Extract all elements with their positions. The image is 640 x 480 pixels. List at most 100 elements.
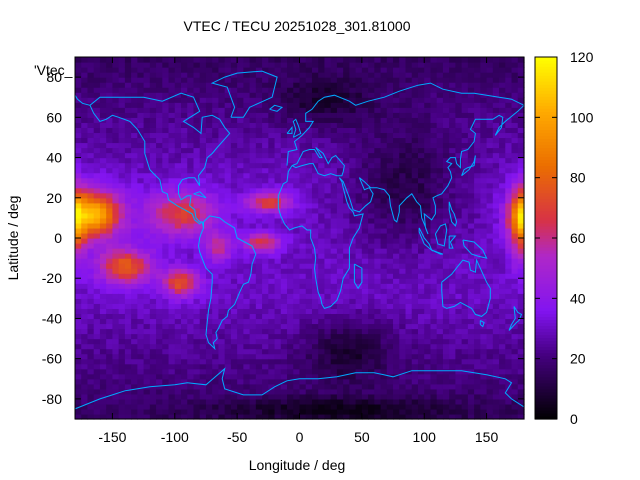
vtec-cell: [480, 278, 488, 284]
vtec-cell: [355, 238, 363, 244]
vtec-cell: [249, 222, 257, 229]
vtec-cell: [492, 368, 500, 375]
vtec-cell: [131, 122, 138, 128]
vtec-cell: [324, 87, 332, 93]
vtec-cell: [474, 82, 481, 88]
vtec-cell: [442, 207, 450, 214]
vtec-cell: [467, 182, 475, 189]
vtec-cell: [237, 323, 244, 330]
vtec-cell: [131, 207, 138, 214]
vtec-cell: [143, 232, 151, 239]
vtec-cell: [305, 67, 313, 73]
vtec-cell: [81, 172, 89, 179]
vtec-cell: [162, 82, 170, 88]
vtec-cell: [137, 358, 145, 365]
vtec-cell: [336, 363, 344, 370]
vtec-cell: [480, 393, 488, 400]
vtec-cell: [324, 202, 332, 209]
vtec-cell: [131, 127, 138, 134]
vtec-cell: [143, 263, 151, 269]
vtec-cell: [293, 408, 301, 415]
vtec-cell: [93, 132, 101, 139]
vtec-cell: [106, 388, 114, 395]
vtec-cell: [449, 77, 457, 83]
vtec-cell: [118, 258, 126, 264]
vtec-cell: [249, 243, 257, 249]
vtec-cell: [293, 222, 301, 229]
vtec-cell: [492, 232, 500, 239]
vtec-cell: [112, 248, 120, 254]
vtec-cell: [386, 243, 394, 249]
vtec-cell: [187, 177, 195, 184]
vtec-cell: [124, 403, 132, 410]
vtec-cell: [274, 127, 282, 134]
vtec-cell: [230, 112, 238, 118]
vtec-cell: [230, 318, 238, 325]
vtec-cell: [436, 97, 444, 103]
vtec-cell: [442, 182, 450, 189]
vtec-cell: [237, 107, 244, 113]
vtec-cell: [293, 393, 301, 400]
vtec-cell: [174, 358, 182, 365]
vtec-cell: [249, 177, 257, 184]
vtec-cell: [243, 217, 251, 224]
vtec-cell: [262, 217, 269, 224]
vtec-cell: [237, 383, 244, 390]
vtec-cell: [93, 388, 101, 395]
vtec-cell: [349, 152, 357, 159]
vtec-cell: [187, 343, 195, 350]
vtec-cell: [287, 408, 294, 415]
vtec-cell: [299, 197, 307, 204]
vtec-cell: [124, 263, 132, 269]
vtec-cell: [93, 152, 101, 159]
vtec-cell: [380, 358, 388, 365]
vtec-cell: [205, 137, 213, 144]
vtec-cell: [193, 243, 201, 249]
vtec-cell: [380, 192, 388, 199]
vtec-cell: [212, 283, 220, 289]
vtec-cell: [480, 107, 488, 113]
vtec-cell: [424, 268, 432, 274]
vtec-cell: [112, 212, 120, 219]
vtec-cell: [424, 172, 432, 179]
vtec-cell: [324, 378, 332, 385]
vtec-cell: [442, 122, 450, 128]
vtec-cell: [417, 368, 425, 375]
vtec-cell: [131, 162, 138, 169]
vtec-cell: [106, 263, 114, 269]
vtec-cell: [131, 358, 138, 365]
vtec-cell: [436, 227, 444, 234]
vtec-cell: [386, 67, 394, 73]
vtec-cell: [399, 268, 407, 274]
vtec-cell: [480, 293, 488, 299]
vtec-cell: [205, 338, 213, 345]
vtec-cell: [156, 308, 163, 315]
vtec-cell: [399, 403, 407, 410]
vtec-cell: [287, 112, 294, 118]
vtec-cell: [143, 92, 151, 98]
vtec-cell: [262, 343, 269, 350]
vtec-cell: [262, 227, 269, 234]
vtec-cell: [118, 222, 126, 229]
vtec-cell: [461, 353, 469, 360]
vtec-cell: [212, 152, 220, 159]
vtec-cell: [237, 328, 244, 335]
vtec-cell: [311, 227, 319, 234]
vtec-cell: [293, 192, 301, 199]
vtec-cell: [499, 273, 506, 279]
vtec-cell: [293, 232, 301, 239]
vtec-cell: [399, 328, 407, 335]
vtec-cell: [318, 92, 326, 98]
vtec-cell: [149, 328, 157, 335]
vtec-cell: [368, 67, 375, 73]
vtec-cell: [455, 288, 463, 294]
vtec-cell: [393, 353, 400, 360]
vtec-cell: [386, 398, 394, 405]
vtec-cell: [237, 298, 244, 304]
vtec-cell: [368, 77, 375, 83]
vtec-cell: [99, 363, 107, 370]
vtec-cell: [280, 142, 288, 149]
vtec-cell: [499, 398, 506, 405]
vtec-cell: [268, 167, 276, 174]
vtec-cell: [237, 97, 244, 103]
